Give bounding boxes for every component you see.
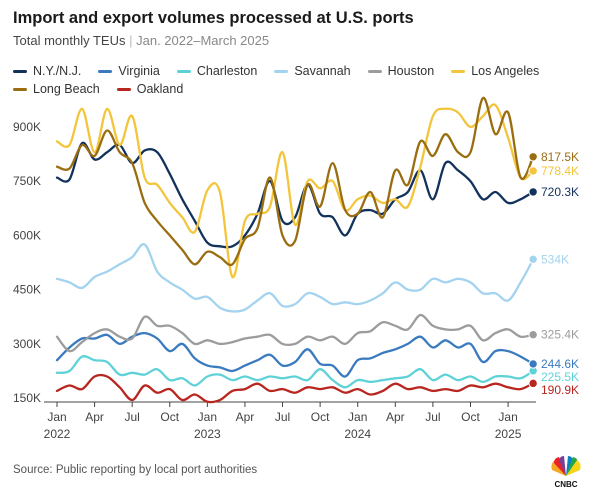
legend-label-virginia: Virginia xyxy=(118,64,160,78)
source-note: Source: Public reporting by local port a… xyxy=(13,464,258,476)
y-tick-label: 600K xyxy=(13,228,41,242)
legend-item-savannah: Savannah xyxy=(274,64,351,78)
legend-item-nynj: N.Y./N.J. xyxy=(13,64,81,78)
cnbc-peacock-logo-icon: CNBC xyxy=(551,456,581,489)
legend-row-1: N.Y./N.J. Virginia Charleston Savannah H… xyxy=(13,62,583,80)
legend-swatch-nynj xyxy=(13,69,27,73)
legend-item-oakland: Oakland xyxy=(116,82,184,96)
series-line-long-beach xyxy=(55,96,535,267)
legend-label-nynj: N.Y./N.J. xyxy=(33,64,82,78)
x-tick-label: Apr xyxy=(386,410,405,424)
end-label-virginia: 244.6K xyxy=(541,357,579,371)
x-tick-label: Jul xyxy=(125,410,140,424)
subtitle-range: Jan. 2022–March 2025 xyxy=(136,33,270,48)
subtitle-separator: | xyxy=(129,33,133,48)
legend-swatch-houston xyxy=(367,69,382,73)
legend: N.Y./N.J. Virginia Charleston Savannah H… xyxy=(13,62,583,98)
legend-swatch-virginia xyxy=(98,69,113,73)
end-point-oakland xyxy=(528,378,538,389)
end-point-virginia xyxy=(528,359,538,369)
legend-swatch-los-angeles xyxy=(451,69,466,73)
end-label-savannah: 534K xyxy=(541,252,569,266)
end-label-houston: 325.4K xyxy=(541,328,579,342)
legend-label-houston: Houston xyxy=(387,64,435,78)
series-line-houston xyxy=(55,313,535,353)
end-point-houston xyxy=(528,330,538,340)
legend-swatch-savannah xyxy=(274,69,289,73)
y-tick-label: 750K xyxy=(13,174,41,188)
x-tick-label: Apr xyxy=(236,410,255,424)
legend-label-charleston: Charleston xyxy=(196,64,258,78)
x-tick-label: Jan xyxy=(348,410,367,424)
x-tick-label: Apr xyxy=(85,410,104,424)
legend-item-los-angeles: Los Angeles xyxy=(451,64,539,78)
x-tick-label: Jan xyxy=(498,410,517,424)
chart-subtitle: Total monthly TEUs | Jan. 2022–March 202… xyxy=(13,33,269,48)
x-tick-label: Jan xyxy=(47,410,66,424)
x-tick-year-label: 2023 xyxy=(194,427,221,441)
x-tick-year-label: 2024 xyxy=(344,427,371,441)
y-tick-label: 150K xyxy=(13,391,41,405)
end-point-savannah xyxy=(528,254,538,264)
legend-label-los-angeles: Los Angeles xyxy=(471,64,540,78)
legend-label-savannah: Savannah xyxy=(294,64,351,78)
logo-text: CNBC xyxy=(554,480,577,489)
end-point-long-beach xyxy=(528,152,538,162)
legend-swatch-charleston xyxy=(176,69,191,73)
y-tick-label: 450K xyxy=(13,283,41,297)
subtitle-main: Total monthly TEUs xyxy=(13,33,126,48)
legend-item-houston: Houston xyxy=(367,64,435,78)
legend-label-oakland: Oakland xyxy=(136,82,184,96)
x-tick-year-label: 2022 xyxy=(44,427,71,441)
x-tick-year-label: 2025 xyxy=(495,427,522,441)
x-tick-label: Oct xyxy=(461,410,480,424)
chart-title: Import and export volumes processed at U… xyxy=(13,9,414,27)
end-label-charleston: 225.5K xyxy=(541,370,579,384)
x-tick-label: Jul xyxy=(275,410,290,424)
y-tick-label: 900K xyxy=(13,120,41,134)
series-line-savannah xyxy=(55,243,535,313)
end-point-n-y-n-j xyxy=(528,187,538,197)
legend-label-long-beach: Long Beach xyxy=(33,82,100,96)
x-tick-label: Oct xyxy=(160,410,179,424)
end-point-los-angeles xyxy=(528,166,538,176)
end-label-oakland: 190.9K xyxy=(541,383,579,397)
end-label-n-y-n-j: 720.3K xyxy=(541,185,579,199)
legend-item-charleston: Charleston xyxy=(176,64,258,78)
legend-swatch-long-beach xyxy=(13,87,27,91)
legend-item-long-beach: Long Beach xyxy=(13,82,100,96)
legend-swatch-oakland xyxy=(116,87,131,91)
x-tick-label: Jan xyxy=(198,410,217,424)
x-tick-label: Jul xyxy=(425,410,440,424)
y-tick-label: 300K xyxy=(13,337,41,351)
series-line-oakland xyxy=(55,373,535,404)
legend-item-virginia: Virginia xyxy=(98,64,160,78)
legend-row-2: Long Beach Oakland xyxy=(13,80,583,98)
end-label-los-angeles: 778.4K xyxy=(541,164,579,178)
end-label-long-beach: 817.5K xyxy=(541,150,579,164)
series-line-los-angeles xyxy=(55,103,535,279)
series-line-charleston xyxy=(55,355,535,389)
x-tick-label: Oct xyxy=(311,410,330,424)
series-line-n-y-n-j xyxy=(55,141,535,249)
